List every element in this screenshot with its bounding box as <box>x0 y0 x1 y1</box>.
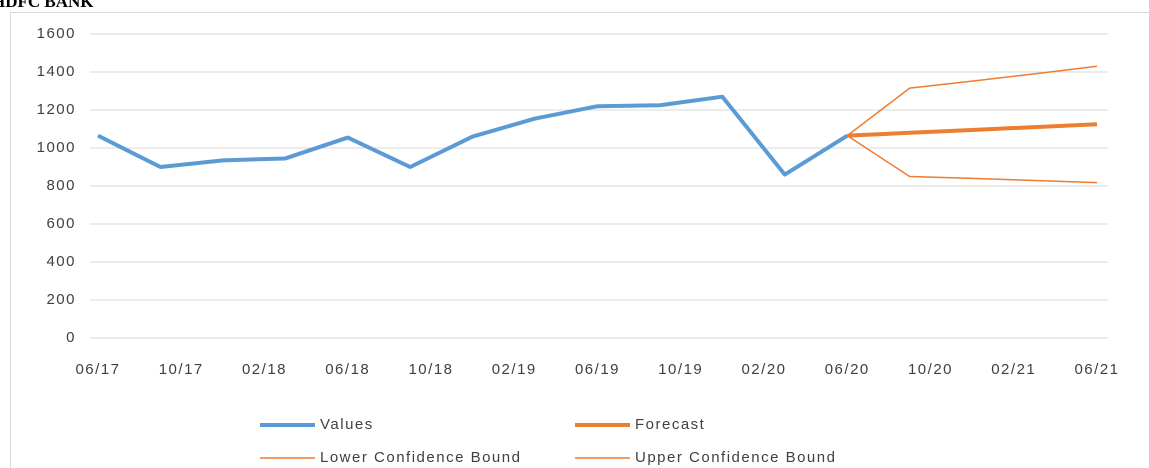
y-tick-label: 600 <box>46 215 76 232</box>
y-tick-label: 1600 <box>37 25 76 42</box>
x-tick-label: 02/19 <box>492 361 537 378</box>
y-tick-label: 400 <box>46 253 76 270</box>
x-tick-label: 06/21 <box>1074 361 1119 378</box>
x-tick-label: 06/17 <box>75 361 120 378</box>
x-tick-label: 06/20 <box>825 361 870 378</box>
x-tick-label: 10/20 <box>908 361 953 378</box>
x-tick-label: 06/19 <box>575 361 620 378</box>
x-tick-label: 02/20 <box>741 361 786 378</box>
x-tick-label: 10/19 <box>658 361 703 378</box>
series-line <box>847 122 1098 138</box>
chart-border <box>10 12 1149 468</box>
x-tick-label: 02/18 <box>242 361 287 378</box>
y-tick-label: 1000 <box>37 139 76 156</box>
x-tick-label: 10/17 <box>159 361 204 378</box>
x-tick-label: 06/18 <box>325 361 370 378</box>
legend-label: Forecast <box>635 416 705 433</box>
y-tick-label: 0 <box>66 329 76 346</box>
legend-label: Upper Confidence Bound <box>635 449 836 466</box>
chart-title: HDFC BANK <box>0 0 94 11</box>
y-tick-label: 1200 <box>37 101 76 118</box>
x-tick-label: 10/18 <box>408 361 453 378</box>
series-line <box>97 94 849 177</box>
series-line <box>846 65 1098 137</box>
y-tick-label: 1400 <box>37 63 76 80</box>
legend-label: Values <box>320 416 374 433</box>
legend-label: Lower Confidence Bound <box>320 449 521 466</box>
x-tick-label: 02/21 <box>991 361 1036 378</box>
series-line <box>846 135 1098 184</box>
y-tick-label: 800 <box>46 177 76 194</box>
y-tick-label: 200 <box>46 291 76 308</box>
